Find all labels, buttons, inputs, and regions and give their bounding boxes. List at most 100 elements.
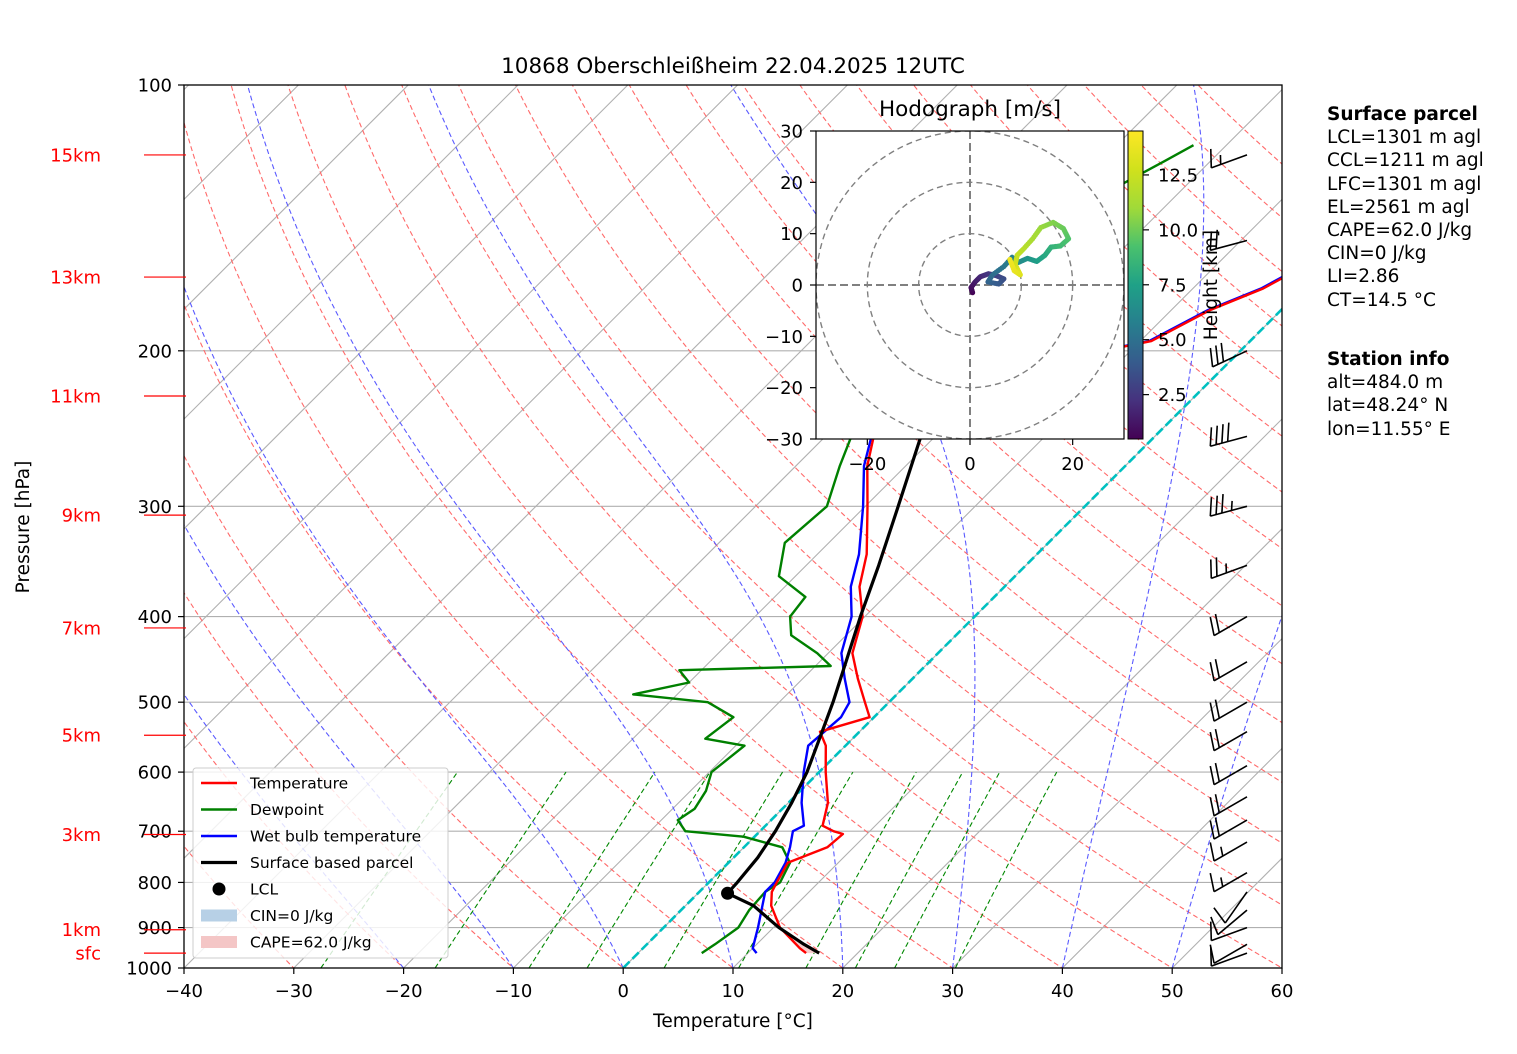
x-tick-label: 60 [1271, 981, 1294, 1002]
wind-barb [1209, 841, 1248, 862]
barb-staff [1217, 909, 1248, 936]
barb-flag [1213, 907, 1226, 924]
isotherm-line [184, 85, 739, 640]
mixing-ratio-line [894, 771, 1001, 968]
barb-flag [1209, 765, 1215, 785]
x-tick-label: −20 [385, 981, 423, 1002]
barb-flag [1214, 794, 1221, 814]
barb-flag [1209, 797, 1215, 817]
hodograph-rings [816, 131, 1124, 439]
colorbar-ticks: 2.5 5.0 7.5 10.0 12.5 [1143, 165, 1198, 406]
barb-staff [1213, 764, 1248, 786]
hodograph-x-tick-label: 0 [964, 454, 975, 475]
wind-barb [1209, 659, 1248, 682]
mixing-ratio-line [805, 771, 917, 968]
height-label: 11km [50, 386, 101, 407]
height-label: 13km [50, 268, 101, 289]
y-tick-label: 1000 [126, 959, 172, 980]
station-info-title: Station info [1327, 349, 1450, 370]
height-label: sfc [75, 944, 101, 965]
colorbar-tick-label: 5.0 [1158, 330, 1187, 351]
moist-adiabat [1171, 614, 1282, 968]
barb-flag [1209, 427, 1213, 447]
moist-adiabat [246, 85, 734, 968]
temperature-line [770, 276, 1282, 955]
hodograph-ticks: −20 0 20 30 20 10 0 −10 −20 −30 [765, 122, 1084, 476]
colorbar-tick-label: 7.5 [1158, 275, 1187, 296]
legend-label: Temperature [249, 775, 348, 793]
mixing-ratio-line [663, 771, 784, 968]
height-label: 7km [62, 618, 101, 639]
dry-adiabat [458, 85, 1282, 906]
barb-flag [1214, 659, 1221, 678]
hodograph-y-tick-label: 0 [792, 276, 803, 297]
wind-barb [1209, 229, 1248, 252]
parcel-line [725, 184, 1027, 955]
dry-adiabat [230, 85, 954, 968]
station-info-line: lon=11.55° E [1327, 418, 1451, 440]
surface-parcel-line: CT=14.5 °C [1327, 289, 1436, 311]
y-tick-label: 400 [138, 607, 172, 628]
isotherm-line [184, 85, 519, 420]
barb-flag [1209, 662, 1215, 681]
height-label: 5km [62, 726, 101, 747]
barb-staff [1224, 891, 1248, 924]
mixing-ratio-line [528, 771, 656, 968]
wind-barb [1209, 557, 1248, 580]
isotherm-line [0, 45, 9, 987]
barb-flag [1214, 728, 1221, 748]
barb-flag [1209, 921, 1213, 941]
wind-barb [1209, 148, 1248, 169]
barb-flag [1220, 342, 1225, 362]
legend-frame [192, 767, 449, 959]
wind-barb [1209, 422, 1248, 447]
dry-adiabat [401, 85, 1282, 968]
barb-flag [1215, 345, 1219, 365]
hodograph-y-tick-label: 10 [780, 224, 803, 245]
dry-adiabat [344, 85, 1174, 968]
isotherm-line [842, 528, 1282, 968]
surface-parcel-line: LI=2.86 [1327, 266, 1400, 288]
moist-adiabat [184, 285, 624, 968]
wind-barb [1213, 891, 1248, 924]
hodograph-y-tick-label: −20 [765, 378, 803, 399]
mixing-ratio-line [954, 771, 1058, 968]
x-axis-label: Temperature [°C] [652, 1011, 813, 1032]
isotherm-line [184, 85, 409, 310]
colorbar-tick-label: 2.5 [1158, 385, 1187, 406]
isotherm-line [184, 85, 629, 530]
zero-isotherm-line [622, 307, 1282, 968]
dry-adiabat [628, 85, 1282, 724]
barb-staff [1213, 731, 1248, 752]
wind-barb [1209, 699, 1248, 722]
surface-parcel-line: CIN=0 J/kg [1327, 243, 1427, 265]
isotherm-line [732, 418, 1282, 968]
height-labels: sfc 1km 3km 5km 7km 9km 11km 13km 15km [50, 145, 186, 965]
hodograph-point [1007, 256, 1013, 263]
barb-flag [1209, 559, 1213, 579]
barb-flag [1215, 557, 1218, 577]
hodograph-trace [968, 219, 1072, 296]
wind-barb [1209, 943, 1248, 964]
wind-barbs [1209, 148, 1248, 967]
wind-barb [1209, 494, 1248, 517]
y-tick-label: 100 [138, 76, 172, 97]
y-tick-label: 500 [138, 693, 172, 714]
wind-barb [1209, 613, 1248, 637]
hodograph-x-tick-label: 20 [1061, 454, 1084, 475]
barb-half-flag [1220, 877, 1224, 887]
barb-staff [1213, 819, 1248, 840]
y-tick-label: 300 [138, 497, 172, 518]
barb-flag [1209, 497, 1213, 517]
barb-flag [1209, 872, 1215, 892]
barb-flag [1215, 495, 1219, 515]
barb-staff [1211, 926, 1248, 942]
isotherm-line [184, 85, 849, 750]
barb-staff [1211, 952, 1248, 967]
barb-flag [1209, 820, 1215, 840]
isotherm-line [402, 88, 1282, 968]
barb-staff [1211, 154, 1248, 169]
y-tick-label: 900 [138, 918, 172, 939]
